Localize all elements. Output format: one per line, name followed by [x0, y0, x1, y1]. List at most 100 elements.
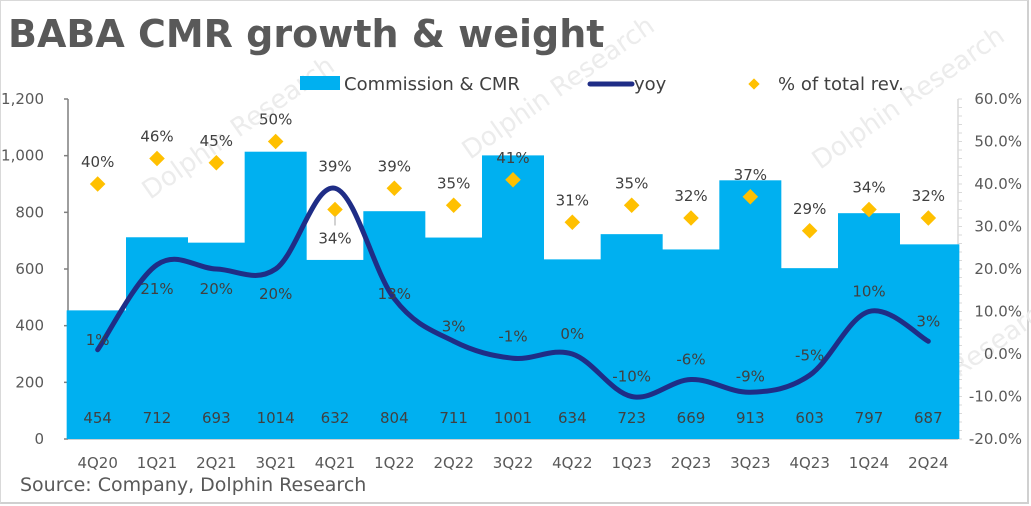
share-marker — [505, 171, 521, 188]
share-marker — [89, 176, 106, 192]
share-value-label: 37% — [734, 166, 767, 184]
share-value-label: 50% — [259, 111, 292, 129]
yoy-value-label: 20% — [200, 280, 233, 298]
x-tick-label: 4Q23 — [789, 454, 829, 472]
bar-value-label: 913 — [736, 409, 765, 427]
bar — [244, 151, 307, 439]
right-tick-label: 50.0% — [974, 133, 1022, 151]
bar-series — [66, 151, 960, 440]
legend-swatch-bar — [300, 76, 340, 90]
yoy-value-label: 21% — [140, 280, 173, 298]
bar-value-label: 723 — [617, 409, 646, 427]
bar — [185, 242, 248, 439]
share-value-label: 46% — [140, 128, 173, 146]
share-value-label: 34% — [318, 230, 351, 248]
share-marker-series — [89, 133, 937, 239]
right-tick-label: -20.0% — [969, 430, 1022, 448]
share-value-label: 29% — [793, 200, 826, 218]
share-value-label: 40% — [81, 153, 114, 171]
right-tick-label: 60.0% — [974, 90, 1022, 108]
share-marker — [683, 210, 699, 226]
data-labels: 454 712 693 1014 632 804 711 1001 634 723 669 913 60… — [81, 111, 945, 428]
bar — [600, 234, 663, 439]
share-marker — [861, 201, 877, 218]
left-tick-label: 400 — [15, 317, 44, 335]
bar-value-label: 632 — [321, 409, 350, 427]
x-tick-label: 1Q21 — [137, 454, 177, 472]
bar — [126, 237, 188, 439]
left-tick-label: 1,000 — [1, 147, 44, 165]
share-marker — [920, 210, 937, 226]
share-marker — [149, 150, 165, 167]
x-tick-label: 2Q21 — [196, 454, 236, 472]
bar — [363, 211, 426, 439]
share-marker — [801, 222, 818, 239]
bar — [422, 237, 485, 439]
x-tick-label: 1Q23 — [611, 454, 651, 472]
bar — [541, 259, 604, 439]
yoy-value-label: 1% — [86, 331, 110, 349]
yoy-value-label: 0% — [560, 325, 584, 343]
yoy-value-label: 13% — [378, 285, 411, 303]
right-tick-label: 30.0% — [974, 218, 1022, 236]
x-tick-label: 3Q22 — [493, 454, 533, 472]
bar-value-label: 804 — [380, 409, 409, 427]
share-marker — [623, 197, 640, 214]
bar-value-label: 693 — [202, 409, 231, 427]
x-tick-label: 2Q23 — [671, 454, 711, 472]
legend-label-commission: Commission & CMR — [344, 74, 520, 95]
share-value-label: 34% — [852, 179, 885, 197]
share-marker — [327, 201, 343, 218]
left-tick-label: 800 — [15, 203, 44, 221]
yoy-value-label: 39% — [318, 157, 351, 175]
right-tick-label: 0.0% — [984, 345, 1022, 363]
share-value-label: 31% — [556, 191, 589, 209]
share-marker — [386, 180, 403, 197]
x-tick-label: 3Q21 — [255, 454, 295, 472]
right-tick-label: -10.0% — [969, 388, 1022, 406]
axes: 0 200 400 600 800 1,000 1,200 -20.0% -10.0% 0.0% 1… — [1, 90, 1022, 472]
share-marker — [564, 214, 581, 231]
share-marker — [445, 197, 462, 214]
yoy-value-label: 3% — [442, 317, 466, 335]
bar — [304, 259, 366, 439]
bar-value-label: 712 — [143, 409, 172, 427]
x-tick-label: 3Q23 — [730, 454, 770, 472]
bar-value-label: 634 — [558, 409, 587, 427]
right-tick-label: 10.0% — [974, 303, 1022, 321]
yoy-line-series — [95, 185, 931, 400]
bar — [66, 310, 129, 439]
yoy-value-label: -5% — [795, 346, 824, 364]
x-tick-label: 4Q22 — [552, 454, 592, 472]
left-tick-label: 600 — [15, 260, 44, 278]
left-tick-label: 0 — [34, 430, 44, 448]
bar-value-label: 454 — [83, 409, 112, 427]
right-tick-label: 20.0% — [974, 260, 1022, 278]
share-value-label: 35% — [615, 174, 648, 192]
share-marker — [208, 154, 225, 171]
yoy-value-label: 20% — [259, 285, 292, 303]
left-tick-label: 1,200 — [1, 90, 44, 108]
bar-value-label: 603 — [795, 409, 824, 427]
right-tick-label: 40.0% — [974, 175, 1022, 193]
share-value-label: 35% — [437, 174, 470, 192]
legend: Commission & CMR yoy % of total rev. — [300, 74, 904, 95]
yoy-line — [95, 185, 931, 400]
bar-value-label: 711 — [439, 409, 468, 427]
x-tick-label: 2Q24 — [908, 454, 948, 472]
chart-title: BABA CMR growth & weight — [8, 12, 605, 56]
bar — [660, 249, 722, 439]
source-note: Source: Company, Dolphin Research — [20, 474, 367, 496]
bar-value-label: 669 — [677, 409, 706, 427]
yoy-value-label: -1% — [498, 327, 527, 345]
bar-value-label: 687 — [914, 409, 943, 427]
share-value-label: 32% — [912, 187, 945, 205]
yoy-value-label: 3% — [916, 312, 940, 330]
bar-value-label: 797 — [855, 409, 884, 427]
left-tick-label: 200 — [15, 373, 44, 391]
yoy-value-label: 10% — [852, 283, 885, 301]
yoy-value-label: -10% — [612, 368, 651, 386]
bar-value-label: 1001 — [494, 409, 532, 427]
